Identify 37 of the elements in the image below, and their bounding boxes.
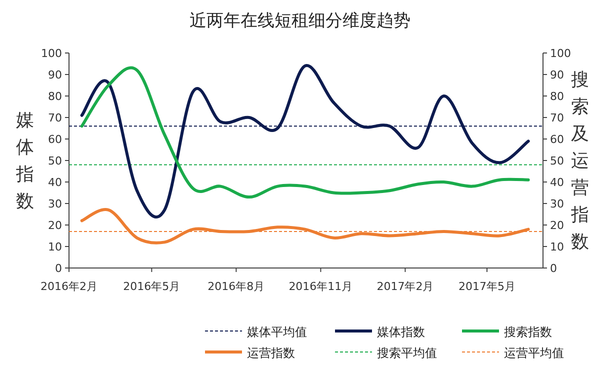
chart-title: 近两年在线短租细分维度趋势 — [190, 11, 410, 31]
x-tick-label: 2016年11月 — [288, 280, 353, 293]
y2-axis-title: 搜索及运营指数 — [570, 70, 589, 252]
x-tick-label: 2016年5月 — [123, 280, 180, 293]
y2-tick-label: 30 — [550, 198, 564, 210]
x-tick-label: 2017年5月 — [458, 280, 516, 293]
y-tick-label: 80 — [48, 90, 62, 103]
legend-label: 媒体平均值 — [247, 325, 307, 339]
y2-tick-label: 80 — [550, 90, 564, 103]
x-tick-label: 2017年2月 — [376, 280, 434, 293]
y-tick-label: 70 — [48, 112, 62, 124]
legend-label: 搜索指数 — [504, 325, 552, 339]
y-tick-label: 20 — [48, 219, 62, 232]
legend-label: 运营平均值 — [504, 346, 564, 360]
y-tick-label: 30 — [48, 198, 62, 210]
y-tick-label: 10 — [48, 240, 62, 254]
y-tick-label: 50 — [48, 154, 62, 168]
y2-tick-label: 50 — [550, 154, 564, 168]
y2-tick-label: 60 — [550, 133, 564, 146]
y2-tick-label: 40 — [550, 176, 564, 189]
legend-label: 媒体指数 — [377, 325, 425, 339]
y2-tick-label: 20 — [550, 219, 564, 232]
x-tick-label: 2016年2月 — [40, 280, 98, 293]
y2-tick-label: 0 — [550, 262, 557, 275]
legend-label: 运营指数 — [247, 346, 295, 360]
y-tick-label: 40 — [48, 176, 62, 189]
x-tick-label: 2016年8月 — [208, 280, 265, 293]
y2-tick-label: 10 — [550, 240, 564, 254]
y-tick-label: 90 — [48, 68, 62, 82]
legend-label: 搜索平均值 — [377, 346, 437, 360]
y-axis-title: 媒体指数 — [15, 110, 34, 212]
y-tick-label: 60 — [48, 133, 62, 146]
y-tick-label: 0 — [55, 262, 62, 275]
y2-tick-label: 100 — [550, 47, 571, 60]
y2-tick-label: 90 — [550, 68, 564, 82]
y2-tick-label: 70 — [550, 112, 564, 124]
y-tick-label: 100 — [41, 47, 62, 60]
